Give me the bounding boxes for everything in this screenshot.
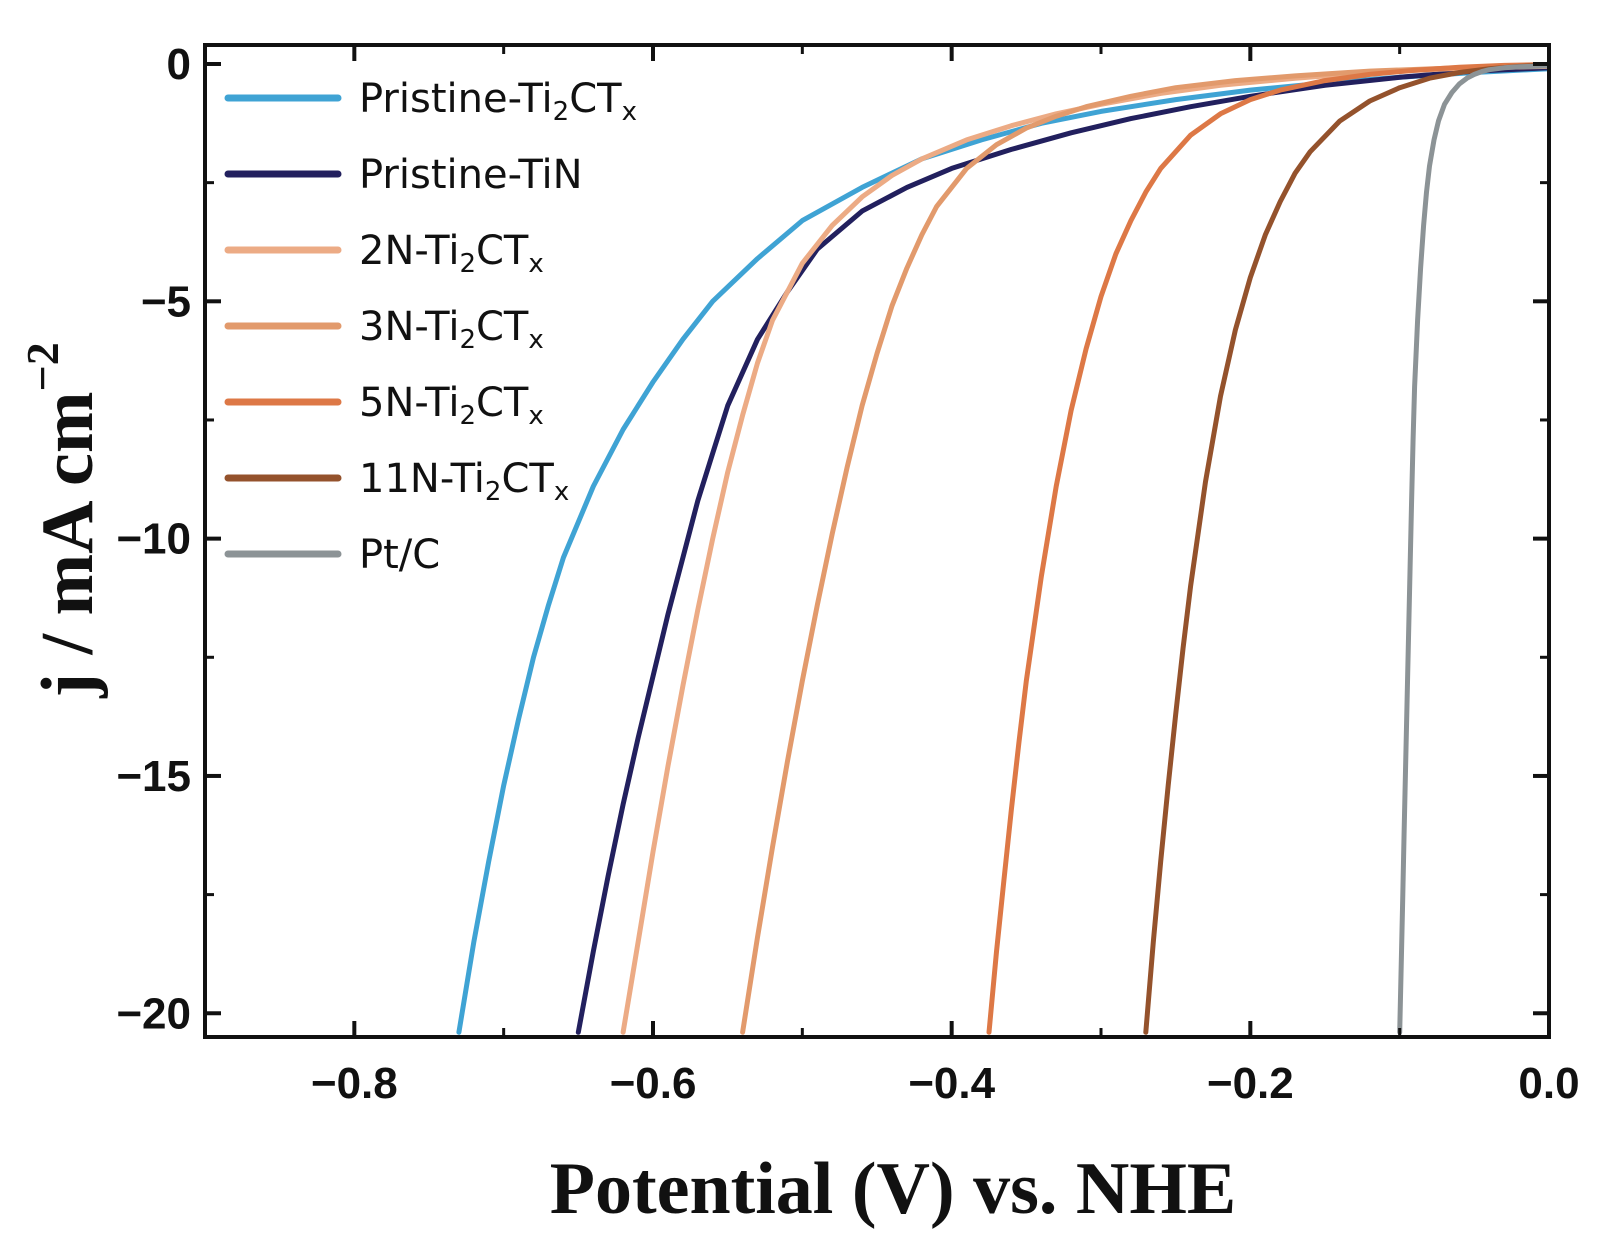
y-axis-title: j / mA cm−2 [17, 342, 109, 698]
series-line-5 [1143, 62, 1549, 1035]
legend: Pristine-Ti2CTx Pristine-TiN 2N-Ti2CTx 3N-T… [224, 76, 637, 578]
series-layer [456, 62, 1549, 1035]
y-tick-label: −20 [116, 989, 191, 1038]
plot-frame [203, 43, 1551, 1039]
y-tick-label: −10 [116, 515, 191, 564]
legend-item-3: 3N-Ti2CTx [224, 304, 544, 355]
legend-item-6: Pt/C [224, 532, 440, 578]
x-tick-label: −0.8 [311, 1059, 398, 1108]
series-line-4 [986, 62, 1549, 1035]
legend-item-4: 5N-Ti2CTx [224, 380, 544, 431]
legend-item-1: Pristine-TiN [224, 152, 583, 198]
x-tick-label: −0.4 [908, 1059, 995, 1108]
y-tick-label: −5 [141, 277, 191, 326]
series-line-6 [1397, 63, 1549, 1035]
legend-label: 11N-Ti2CTx [359, 456, 569, 507]
legend-item-5: 11N-Ti2CTx [224, 456, 569, 507]
y-axis-title-main: j / mA cm [27, 392, 109, 699]
y-tick-label: −15 [116, 752, 191, 801]
series-line-1 [575, 65, 1549, 1035]
x-axis-title: Potential (V) vs. NHE [550, 1148, 1237, 1230]
legend-label: Pristine-Ti2CTx [359, 76, 637, 127]
x-tick-label: −0.6 [610, 1059, 697, 1108]
legend-label: Pristine-TiN [359, 152, 583, 198]
legend-label: 5N-Ti2CTx [359, 380, 544, 431]
x-tick-label: −0.2 [1207, 1059, 1294, 1108]
series-line-2 [620, 63, 1549, 1035]
tick-layer: −0.8 −0.6 −0.4 −0.2 0.0 0 −5 −10 −15 −20 [116, 40, 1579, 1108]
legend-item-2: 2N-Ti2CTx [224, 228, 544, 279]
y-axis-title-exponent: −2 [17, 342, 68, 391]
x-tick-label: 0.0 [1518, 1059, 1579, 1108]
legend-label: 2N-Ti2CTx [359, 228, 544, 279]
series-line-3 [740, 63, 1549, 1035]
legend-label: Pt/C [359, 532, 440, 578]
series-line-0 [456, 66, 1549, 1035]
legend-label: 3N-Ti2CTx [359, 304, 544, 355]
legend-item-0: Pristine-Ti2CTx [224, 76, 637, 127]
y-tick-label: 0 [167, 40, 191, 89]
